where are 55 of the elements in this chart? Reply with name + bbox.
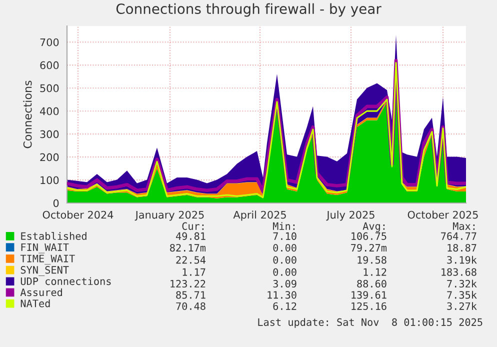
text: 11.30 xyxy=(268,291,296,299)
text: Min: xyxy=(273,222,295,230)
y-tick-label: 200 xyxy=(40,153,59,162)
y-tick-label: 0 xyxy=(53,199,59,208)
text: 764.77 xyxy=(441,232,476,240)
text: Max: xyxy=(453,222,475,230)
legend-label: UDP connections xyxy=(20,277,111,286)
legend-label: TIME_WAIT xyxy=(20,254,75,265)
text: 85.71 xyxy=(176,291,206,299)
x-tick-label: January 2025 xyxy=(134,210,204,221)
y-tick-label: 500 xyxy=(40,84,59,92)
y-tick-label: 700 xyxy=(40,38,59,46)
text: 7.32k xyxy=(447,280,477,288)
text: 18.87 xyxy=(448,244,476,252)
text: 7.35k xyxy=(447,290,477,299)
x-tick-label: July 2025 xyxy=(326,210,374,221)
legend-label: Established xyxy=(21,232,86,240)
text: 0.00 xyxy=(273,268,296,276)
text: 70.48 xyxy=(176,302,206,310)
text: 183.68 xyxy=(442,268,476,276)
text: 139.61 xyxy=(352,291,386,299)
text: 3.19k xyxy=(447,256,477,264)
y-axis-title: Connections xyxy=(23,80,32,148)
legend-label: NATed xyxy=(20,299,50,308)
y-tick-label: 600 xyxy=(40,61,59,70)
text: 49.81 xyxy=(176,232,206,240)
text: 0.00 xyxy=(273,244,296,252)
text: 19.58 xyxy=(358,256,386,264)
text: Avg: xyxy=(362,222,385,232)
text: 79.27m xyxy=(351,244,387,252)
text: Last update: Sat Nov 8 01:00:15 2025 xyxy=(258,318,482,328)
text: 3.27k xyxy=(447,302,477,310)
text: 82.17m xyxy=(170,244,206,252)
y-tick-label: 300 xyxy=(40,130,59,138)
text: 125.16 xyxy=(352,302,386,310)
y-tick-label: 100 xyxy=(40,176,59,184)
text: 22.54 xyxy=(176,256,206,264)
text: 7.10 xyxy=(273,232,296,240)
text: 1.12 xyxy=(364,268,386,276)
text: 106.75 xyxy=(352,232,386,240)
legend-label: FIN_WAIT xyxy=(21,243,69,254)
chart-title: Connections through firewall - by year xyxy=(116,3,382,17)
text: 123.22 xyxy=(170,280,206,288)
y-tick-label: 400 xyxy=(40,107,59,116)
legend-label: SYN_SENT xyxy=(20,266,69,276)
x-tick-label: October 2024 xyxy=(42,210,114,219)
x-tick-label: April 2025 xyxy=(233,210,286,221)
x-tick-label: October 2025 xyxy=(408,210,478,219)
text: 0.00 xyxy=(273,256,296,264)
text: 88.60 xyxy=(357,280,386,288)
text: Cur: xyxy=(182,222,204,230)
legend-label: Assured xyxy=(20,288,62,296)
text: 1.17 xyxy=(182,268,206,276)
text: 6.12 xyxy=(273,302,296,310)
text: 3.09 xyxy=(273,280,296,288)
